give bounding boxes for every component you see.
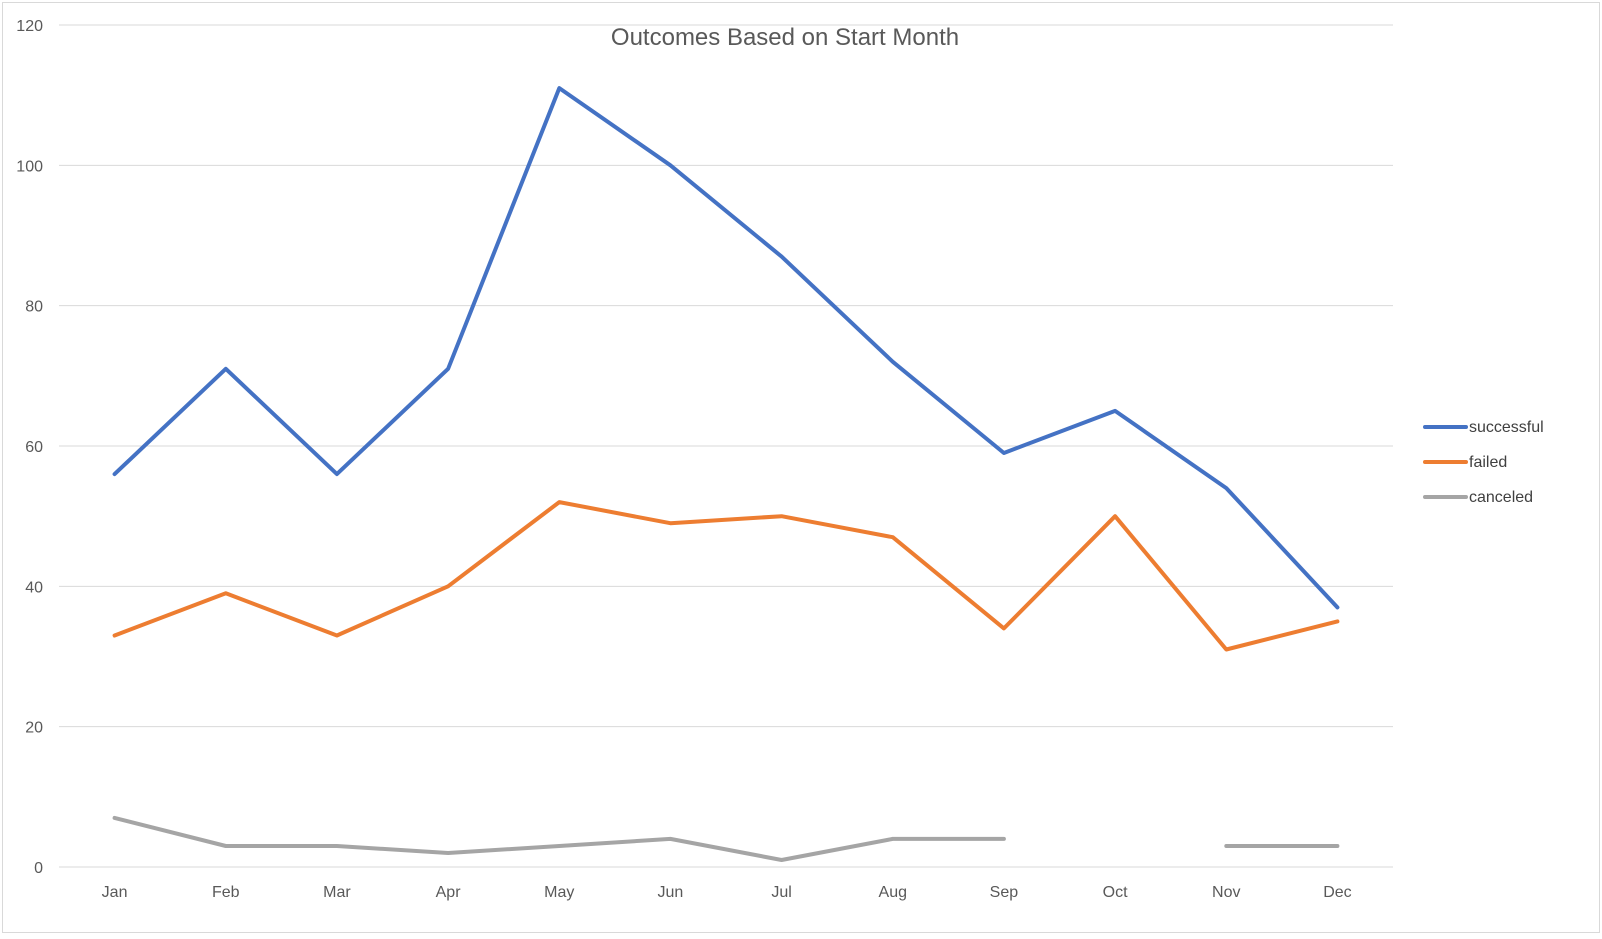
x-tick-label: Apr — [436, 884, 462, 901]
series-lines — [112, 86, 1340, 862]
y-tick-label: 100 — [16, 158, 43, 175]
y-tick-label: 40 — [25, 579, 43, 596]
x-tick-label: Nov — [1212, 884, 1240, 901]
series-line-successful — [112, 86, 1340, 610]
legend-item-canceled: canceled — [1423, 489, 1533, 506]
legend-label: successful — [1469, 419, 1544, 436]
series-line-canceled — [112, 815, 1340, 862]
line-chart: Outcomes Based on Start Month 0 20 40 60 80 1… — [16, 18, 1544, 901]
chart-title: Outcomes Based on Start Month — [611, 24, 959, 51]
x-tick-label: Mar — [323, 884, 351, 901]
x-tick-label: Jul — [771, 884, 791, 901]
y-tick-label: 0 — [34, 860, 43, 877]
legend-item-successful: successful — [1423, 419, 1544, 436]
legend: successful failed canceled — [1423, 419, 1544, 506]
legend-item-failed: failed — [1423, 454, 1507, 471]
x-tick-label: Dec — [1323, 884, 1351, 901]
y-tick-label: 60 — [25, 439, 43, 456]
x-tick-label: Aug — [879, 884, 907, 901]
x-tick-label: Jun — [658, 884, 684, 901]
legend-label: failed — [1469, 454, 1507, 471]
y-tick-label: 120 — [16, 18, 43, 35]
x-tick-label: Jan — [102, 884, 128, 901]
y-tick-label: 20 — [25, 720, 43, 737]
gridlines — [59, 24, 1393, 868]
legend-label: canceled — [1469, 489, 1533, 506]
series-failed — [112, 500, 1340, 652]
series-line-failed — [112, 500, 1340, 652]
y-axis-tick-labels: 0 20 40 60 80 100 120 — [16, 18, 43, 877]
x-tick-label: Feb — [212, 884, 240, 901]
x-axis-tick-labels: Jan Feb Mar Apr May Jun Jul Aug Sep Oct Nov Dec — [102, 884, 1352, 901]
series-successful — [112, 86, 1340, 610]
x-tick-label: Sep — [990, 884, 1019, 901]
series-canceled — [112, 815, 1340, 862]
y-tick-label: 80 — [25, 299, 43, 316]
x-tick-label: Oct — [1103, 884, 1128, 901]
x-tick-label: May — [544, 884, 574, 901]
